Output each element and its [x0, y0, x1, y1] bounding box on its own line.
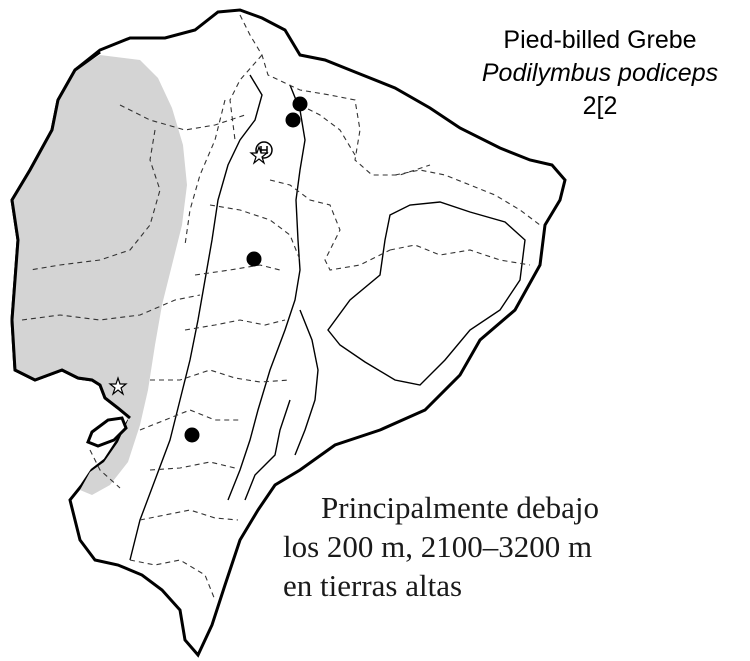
record-dot [246, 251, 262, 267]
record-dot [184, 427, 200, 443]
range-lowlands-shading [12, 55, 187, 495]
record-dot [285, 112, 301, 128]
record-markers [108, 96, 308, 443]
species-title-block: Pied-billed Grebe Podilymbus podiceps 2[… [440, 24, 750, 123]
scientific-name: Podilymbus podiceps [481, 59, 719, 87]
puna-island [86, 416, 128, 448]
province-boundaries [21, 14, 541, 601]
sight-record-star [249, 145, 269, 165]
species-code: 2[2 [582, 92, 618, 120]
elevation-caption: Principalmente debajo los 200 m, 2100–32… [283, 488, 743, 605]
cordillera-lines [129, 74, 526, 561]
common-name: Pied-billed Grebe [503, 26, 697, 54]
record-dot [292, 96, 308, 112]
caption-line-3: en tierras altas [283, 568, 463, 603]
caption-line-1: Principalmente debajo [321, 490, 600, 525]
caption-line-2: los 200 m, 2100–3200 m [283, 529, 593, 564]
sight-record-star [108, 376, 128, 396]
